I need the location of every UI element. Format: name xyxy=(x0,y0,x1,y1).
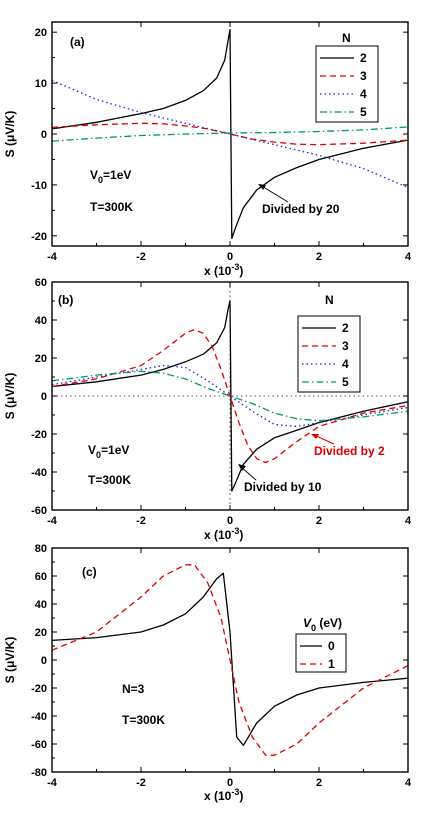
panel-c-y-tick-label: -60 xyxy=(31,739,47,751)
panel-c-temperature-annotation: T=300K xyxy=(122,713,165,727)
panel-a-x-axis-label: x (10-3) xyxy=(204,262,243,278)
panel-b-label: (b) xyxy=(58,293,73,307)
panel-b-y-tick-label: -60 xyxy=(31,505,47,517)
panel-b-series-4-line xyxy=(52,364,408,428)
panel-b-y-tick-label: 40 xyxy=(35,315,47,327)
panel-b-divided-by-10-arrowhead xyxy=(238,464,246,471)
panel-b-series-5-line xyxy=(52,370,408,422)
panel-a-legend-box xyxy=(315,45,379,123)
panel-a-y-tick-label: -20 xyxy=(31,231,47,243)
panel-c-y-tick-label: 0 xyxy=(41,655,47,667)
panel-c-y-tick-label: 60 xyxy=(35,571,47,583)
panel-c-y-tick-label: -40 xyxy=(31,711,47,723)
panel-b-y-axis-label: S (μV/K) xyxy=(3,373,17,420)
panel-a-label: (a) xyxy=(70,35,85,49)
panel-b-legend-box xyxy=(297,315,361,393)
panel-c-series-0-line xyxy=(52,572,408,747)
panel-c-y-tick-label: -80 xyxy=(31,767,47,779)
panel-b-series-2-line xyxy=(52,300,408,492)
panel-a-y-tick-label: 0 xyxy=(41,129,47,141)
panel-c-y-tick-label: 40 xyxy=(35,599,47,611)
panel-c-x-tick-label: 4 xyxy=(405,777,412,789)
panel-a-legend-label-2: 2 xyxy=(360,51,367,65)
panel-b-x-tick-label: -2 xyxy=(136,515,146,527)
panel-b-divided-by-2-arrowhead xyxy=(311,434,319,439)
panel-b-x-tick-label: 2 xyxy=(316,515,322,527)
panel-a-series-4-line xyxy=(52,79,408,189)
panel-b-plot-area xyxy=(52,282,408,510)
panel-b-series-3-line xyxy=(52,328,408,464)
panel-c-x-tick-label: 0 xyxy=(227,777,233,789)
panel-a-series-2-line xyxy=(52,28,408,240)
panel-a-v0-annotation: V0=1eV xyxy=(90,168,131,185)
panel-b-y-tick-label: 60 xyxy=(35,277,47,289)
panel-b-y-tick-label: -40 xyxy=(31,467,47,479)
panel-a-y-tick-label: 20 xyxy=(35,27,47,39)
panel-c-n-annotation: N=3 xyxy=(122,682,145,696)
panel-b-legend: 2 3 4 5 xyxy=(302,321,349,389)
panel-a-legend-title: N xyxy=(342,31,351,45)
panel-b-x-axis-label: x (10-3) xyxy=(204,526,243,542)
panel-a-x-tick-label: -2 xyxy=(136,251,146,263)
panel-b-legend-label-4: 4 xyxy=(342,357,349,371)
panel-c-legend-label-0: 0 xyxy=(328,639,335,653)
panel-c-legend: 01 xyxy=(300,639,335,671)
panel-c-legend-label-1: 1 xyxy=(328,657,335,671)
panel-c-x-tick-label: -2 xyxy=(136,777,146,789)
panel-a-series-5-line xyxy=(52,126,408,142)
panel-a-temperature-annotation: T=300K xyxy=(90,200,133,214)
panel-c-y-tick-label: -20 xyxy=(31,683,47,695)
panel-c-x-axis-label: x (10-3) xyxy=(204,787,243,803)
panel-c-series-1-line xyxy=(52,564,408,756)
panel-b-legend-label-5: 5 xyxy=(342,375,349,389)
panel-b-legend-title: N xyxy=(325,293,334,307)
panel-a-plot-area xyxy=(52,28,408,240)
panel-a-x-tick-label: 2 xyxy=(316,251,322,263)
panel-c-x-tick-label: 2 xyxy=(316,777,322,789)
panel-a-divided-arrow xyxy=(259,184,289,203)
panel-b-y-tick-label: -20 xyxy=(31,429,47,441)
panel-a-series-3-line xyxy=(52,122,408,146)
panel-a-legend-label-3: 3 xyxy=(360,69,367,83)
panel-a-legend-label-4: 4 xyxy=(360,87,367,101)
panel-c-y-tick-label: 20 xyxy=(35,627,47,639)
panel-b-x-tick-label: 0 xyxy=(227,515,233,527)
panel-b-x-tick-label: 4 xyxy=(405,515,412,527)
panel-b-divided-by-10-annotation: Divided by 10 xyxy=(244,480,322,494)
panel-b-v0-annotation: V0=1eV xyxy=(88,443,129,460)
panel-b-y-tick-label: 0 xyxy=(41,391,47,403)
panel-a-x-tick-label: 0 xyxy=(227,251,233,263)
panel-c-x-tick-label: -4 xyxy=(47,777,58,789)
panel-c-label: (c) xyxy=(82,565,97,579)
panel-b-legend-label-3: 3 xyxy=(342,339,349,353)
panel-c-legend-title: V0 (eV) xyxy=(303,616,342,633)
panel-c-plot-area xyxy=(52,564,408,756)
panel-b-legend-label-2: 2 xyxy=(342,321,349,335)
panel-a-x-tick-label: -4 xyxy=(47,251,58,263)
panel-a-y-axis-label: S (μV/K) xyxy=(3,111,17,158)
panel-b-y-tick-label: 20 xyxy=(35,353,47,365)
panel-b-divided-by-2-annotation: Divided by 2 xyxy=(314,444,385,458)
panel-c-y-axis-label: S (μV/K) xyxy=(3,637,17,684)
panel-b-x-tick-label: -4 xyxy=(47,515,58,527)
panel-a-legend-label-5: 5 xyxy=(360,105,367,119)
panel-a-y-tick-label: 10 xyxy=(35,78,47,90)
panel-c-legend-box xyxy=(295,633,347,673)
panel-a-divided-annotation: Divided by 20 xyxy=(262,202,340,216)
panel-a-x-tick-label: 4 xyxy=(405,251,412,263)
panel-a-y-tick-label: -10 xyxy=(31,180,47,192)
panel-a-divided-arrowhead xyxy=(258,184,266,190)
panel-a-legend: 2 3 4 5 xyxy=(320,51,367,119)
panel-c-y-tick-label: 80 xyxy=(35,543,47,555)
panel-b-temperature-annotation: T=300K xyxy=(88,473,131,487)
